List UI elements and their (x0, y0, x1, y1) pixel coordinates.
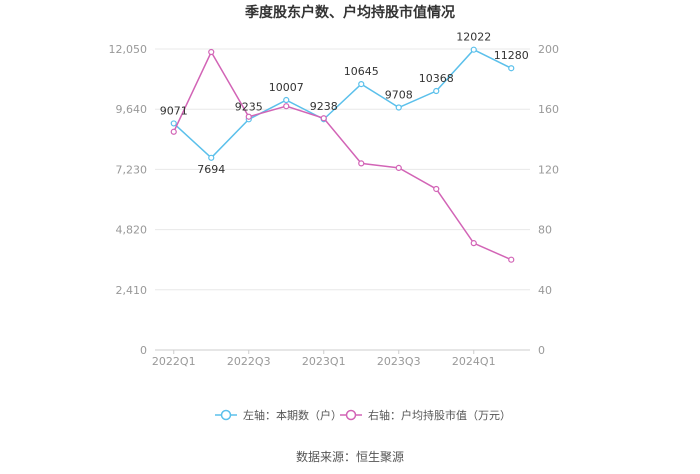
data-label: 7694 (197, 163, 225, 176)
left-tick-label: 9,640 (116, 103, 148, 116)
right-tick-label: 40 (538, 284, 552, 297)
left-axis: 0 2,410 4,820 7,230 9,640 12,050 (109, 43, 148, 357)
x-axis: 2022Q1 2022Q3 2023Q1 2023Q3 2024Q1 (152, 350, 496, 368)
series-1-point[interactable] (283, 96, 290, 104)
legend-marker (345, 409, 357, 421)
source-text: 数据来源：恒生聚源 (296, 449, 404, 464)
series-2-point[interactable] (245, 113, 252, 120)
left-tick-label: 4,820 (116, 224, 148, 237)
legend-marker (220, 409, 232, 421)
right-tick-label: 0 (538, 344, 545, 357)
series-1-point[interactable] (470, 46, 477, 53)
right-tick-label: 80 (538, 224, 552, 237)
series-1-point[interactable] (170, 120, 177, 127)
series-1-point[interactable] (395, 104, 402, 111)
data-label: 9235 (235, 100, 263, 113)
series-1-point[interactable] (358, 80, 365, 88)
series-2-point[interactable] (470, 240, 477, 247)
series-2-point[interactable] (208, 48, 215, 56)
series-2-point[interactable] (320, 115, 327, 122)
series-1-point[interactable] (433, 87, 440, 95)
data-label: 11280 (494, 49, 529, 62)
series-line-2 (173, 50, 512, 261)
right-tick-label: 160 (538, 103, 559, 116)
series-2-point[interactable] (358, 160, 365, 167)
left-tick-label: 12,050 (109, 43, 148, 56)
series-line-1 (173, 48, 512, 159)
data-label: 10645 (344, 65, 379, 78)
x-tick-label: 2022Q1 (152, 355, 196, 368)
legend-label[interactable]: 右轴：户均持股市值（万元） (368, 408, 511, 422)
data-label: 9071 (160, 104, 188, 117)
x-tick-label: 2024Q1 (452, 355, 496, 368)
series-group (170, 46, 515, 263)
data-labels: 9071 7694 9235 10007 9238 10645 9708 10368 12022… (160, 31, 529, 176)
x-tick-label: 2022Q3 (227, 355, 271, 368)
legend[interactable]: 左轴：本期数（户） 右轴：户均持股市值（万元） (215, 408, 511, 422)
series-1-point[interactable] (208, 154, 215, 161)
chart-title: 季度股东户数、户均持股市值情况 (244, 4, 455, 21)
series-2-point[interactable] (170, 128, 177, 135)
data-label: 10007 (269, 81, 304, 94)
data-label: 12022 (456, 31, 491, 44)
left-tick-label: 0 (140, 344, 147, 357)
legend-label[interactable]: 左轴：本期数（户） (243, 408, 342, 422)
gridlines (155, 48, 530, 351)
left-tick-label: 2,410 (116, 284, 148, 297)
x-tick-label: 2023Q3 (377, 355, 421, 368)
series-2-point[interactable] (508, 256, 515, 263)
series-2-point[interactable] (433, 185, 440, 193)
x-tick-label: 2023Q1 (302, 355, 346, 368)
data-label: 9708 (385, 89, 413, 102)
data-label: 9238 (310, 100, 338, 113)
data-label: 10368 (419, 72, 454, 85)
series-1-point[interactable] (508, 65, 515, 72)
right-axis: 0 40 80 120 160 200 (538, 43, 559, 357)
series-2-point[interactable] (283, 103, 290, 110)
series-2-point[interactable] (395, 164, 402, 171)
right-tick-label: 200 (538, 43, 559, 56)
left-tick-label: 7,230 (116, 163, 148, 176)
right-tick-label: 120 (538, 163, 559, 176)
